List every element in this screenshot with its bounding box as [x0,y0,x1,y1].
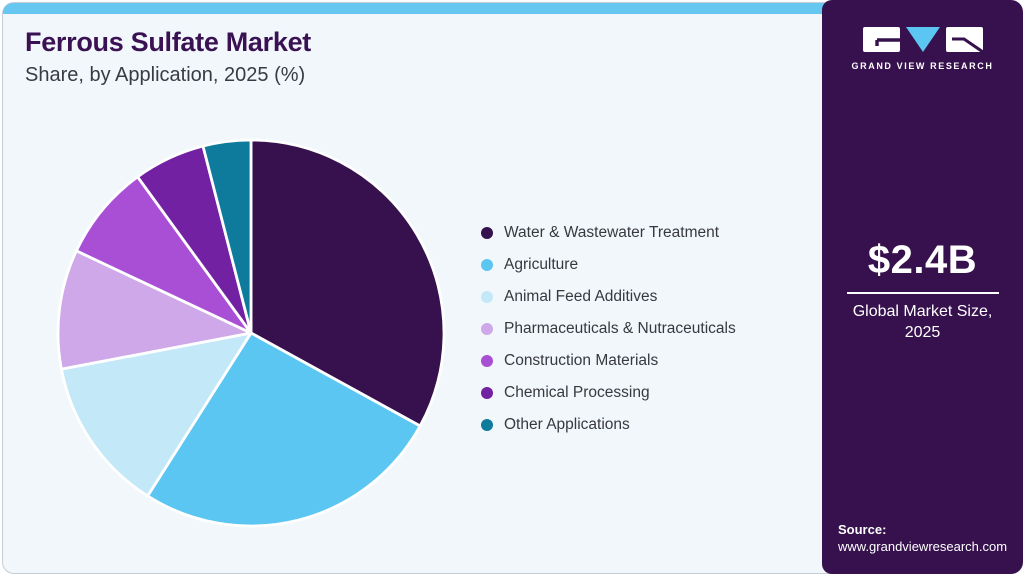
top-accent-bar [3,3,1022,14]
legend-item: Agriculture [481,249,736,281]
pie-slice-4 [56,249,253,371]
source-url-link[interactable]: www.grandviewresearch.com [838,539,1008,555]
legend-label: Agriculture [504,256,579,273]
legend-label: Pharmaceuticals & Nutraceuticals [504,320,736,337]
legend-swatch-icon [481,387,493,399]
legend-item: Construction Materials [481,345,736,377]
source: Source: www.grandviewresearch.com [838,521,1007,556]
legend-item: Other Applications [481,409,736,441]
brand-logo: GRAND VIEW RESEARCH [822,26,1023,71]
market-size-label-line1: Global Market Size, [852,303,993,320]
legend-item: Water & Wastewater Treatment [481,217,736,249]
page-title: Ferrous Sulfate Market [25,27,311,57]
legend: Water & Wastewater Treatment Agriculture A… [481,217,736,441]
pie-slice-2 [146,331,422,528]
legend-item: Chemical Processing [481,377,736,409]
page-subtitle: Share, by Application, 2025 (%) [25,64,306,86]
market-size-label: Global Market Size, 2025 [822,302,1023,344]
legend-swatch-icon [481,323,493,335]
legend-swatch-icon [481,259,493,271]
legend-swatch-icon [481,355,493,367]
market-size-label-line2: 2025 [904,323,941,341]
gvr-logo-icon [862,27,983,54]
brand-sidebar: GRAND VIEW RESEARCH $2.4B Global Market … [822,0,1023,574]
legend-label: Animal Feed Additives [504,288,658,305]
pie-slice-1 [249,138,446,428]
pie-chart-svg [56,138,446,528]
source-label: Source: [838,521,887,537]
divider [846,292,999,294]
legend-item: Animal Feed Additives [481,281,736,313]
market-size-value: $2.4B [867,238,978,282]
legend-swatch-icon [481,291,493,303]
market-size-callout: $2.4B Global Market Size, 2025 [822,238,1023,344]
pie-slice-3 [60,331,253,498]
legend-swatch-icon [481,419,493,431]
legend-label: Other Applications [504,416,630,433]
header: Ferrous Sulfate Market Share, by Applica… [25,27,311,87]
legend-label: Chemical Processing [504,384,650,401]
legend-item: Pharmaceuticals & Nutraceuticals [481,313,736,345]
legend-label: Water & Wastewater Treatment [504,224,720,241]
pie-chart [51,133,451,533]
brand-name: GRAND VIEW RESEARCH [851,61,994,71]
pie-slice-7 [201,138,253,335]
legend-swatch-icon [481,227,493,239]
legend-label: Construction Materials [504,352,659,369]
pie-slice-5 [74,175,253,335]
